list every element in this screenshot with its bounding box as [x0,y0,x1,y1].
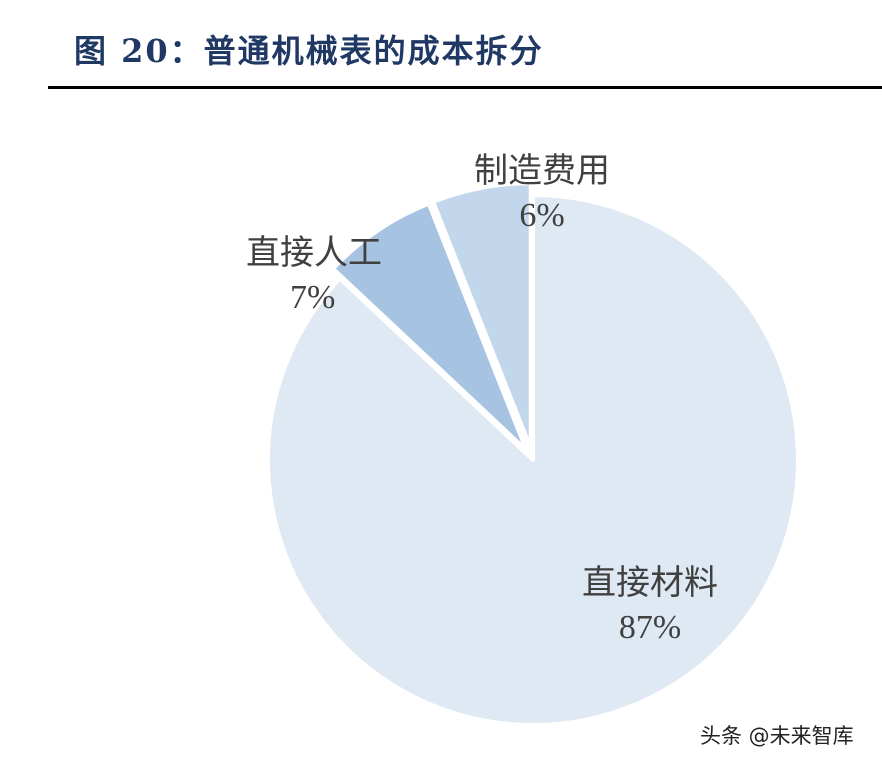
watermark: 头条 @未来智库 [700,724,854,748]
label-manufacturing-overhead: 制造费用 6% [462,150,622,238]
label-direct-labor-name: 直接人工 [246,235,382,272]
slice-direct-materials [266,193,800,727]
figure-title: 图 20：普通机械表的成本拆分 [74,32,544,70]
label-manufacturing-overhead-name: 制造费用 [474,153,610,190]
label-manufacturing-overhead-pct: 6% [519,197,565,234]
label-direct-materials-name: 直接材料 [582,565,718,602]
slice-manufacturing-overhead [431,181,533,451]
title-underline [48,86,882,89]
label-direct-materials-pct: 87% [618,609,682,646]
slice-direct-labor [331,201,529,453]
label-direct-labor-pct: 7% [290,279,336,316]
label-direct-labor: 直接人工 7% [234,232,394,320]
label-direct-materials: 直接材料 87% [570,562,730,650]
